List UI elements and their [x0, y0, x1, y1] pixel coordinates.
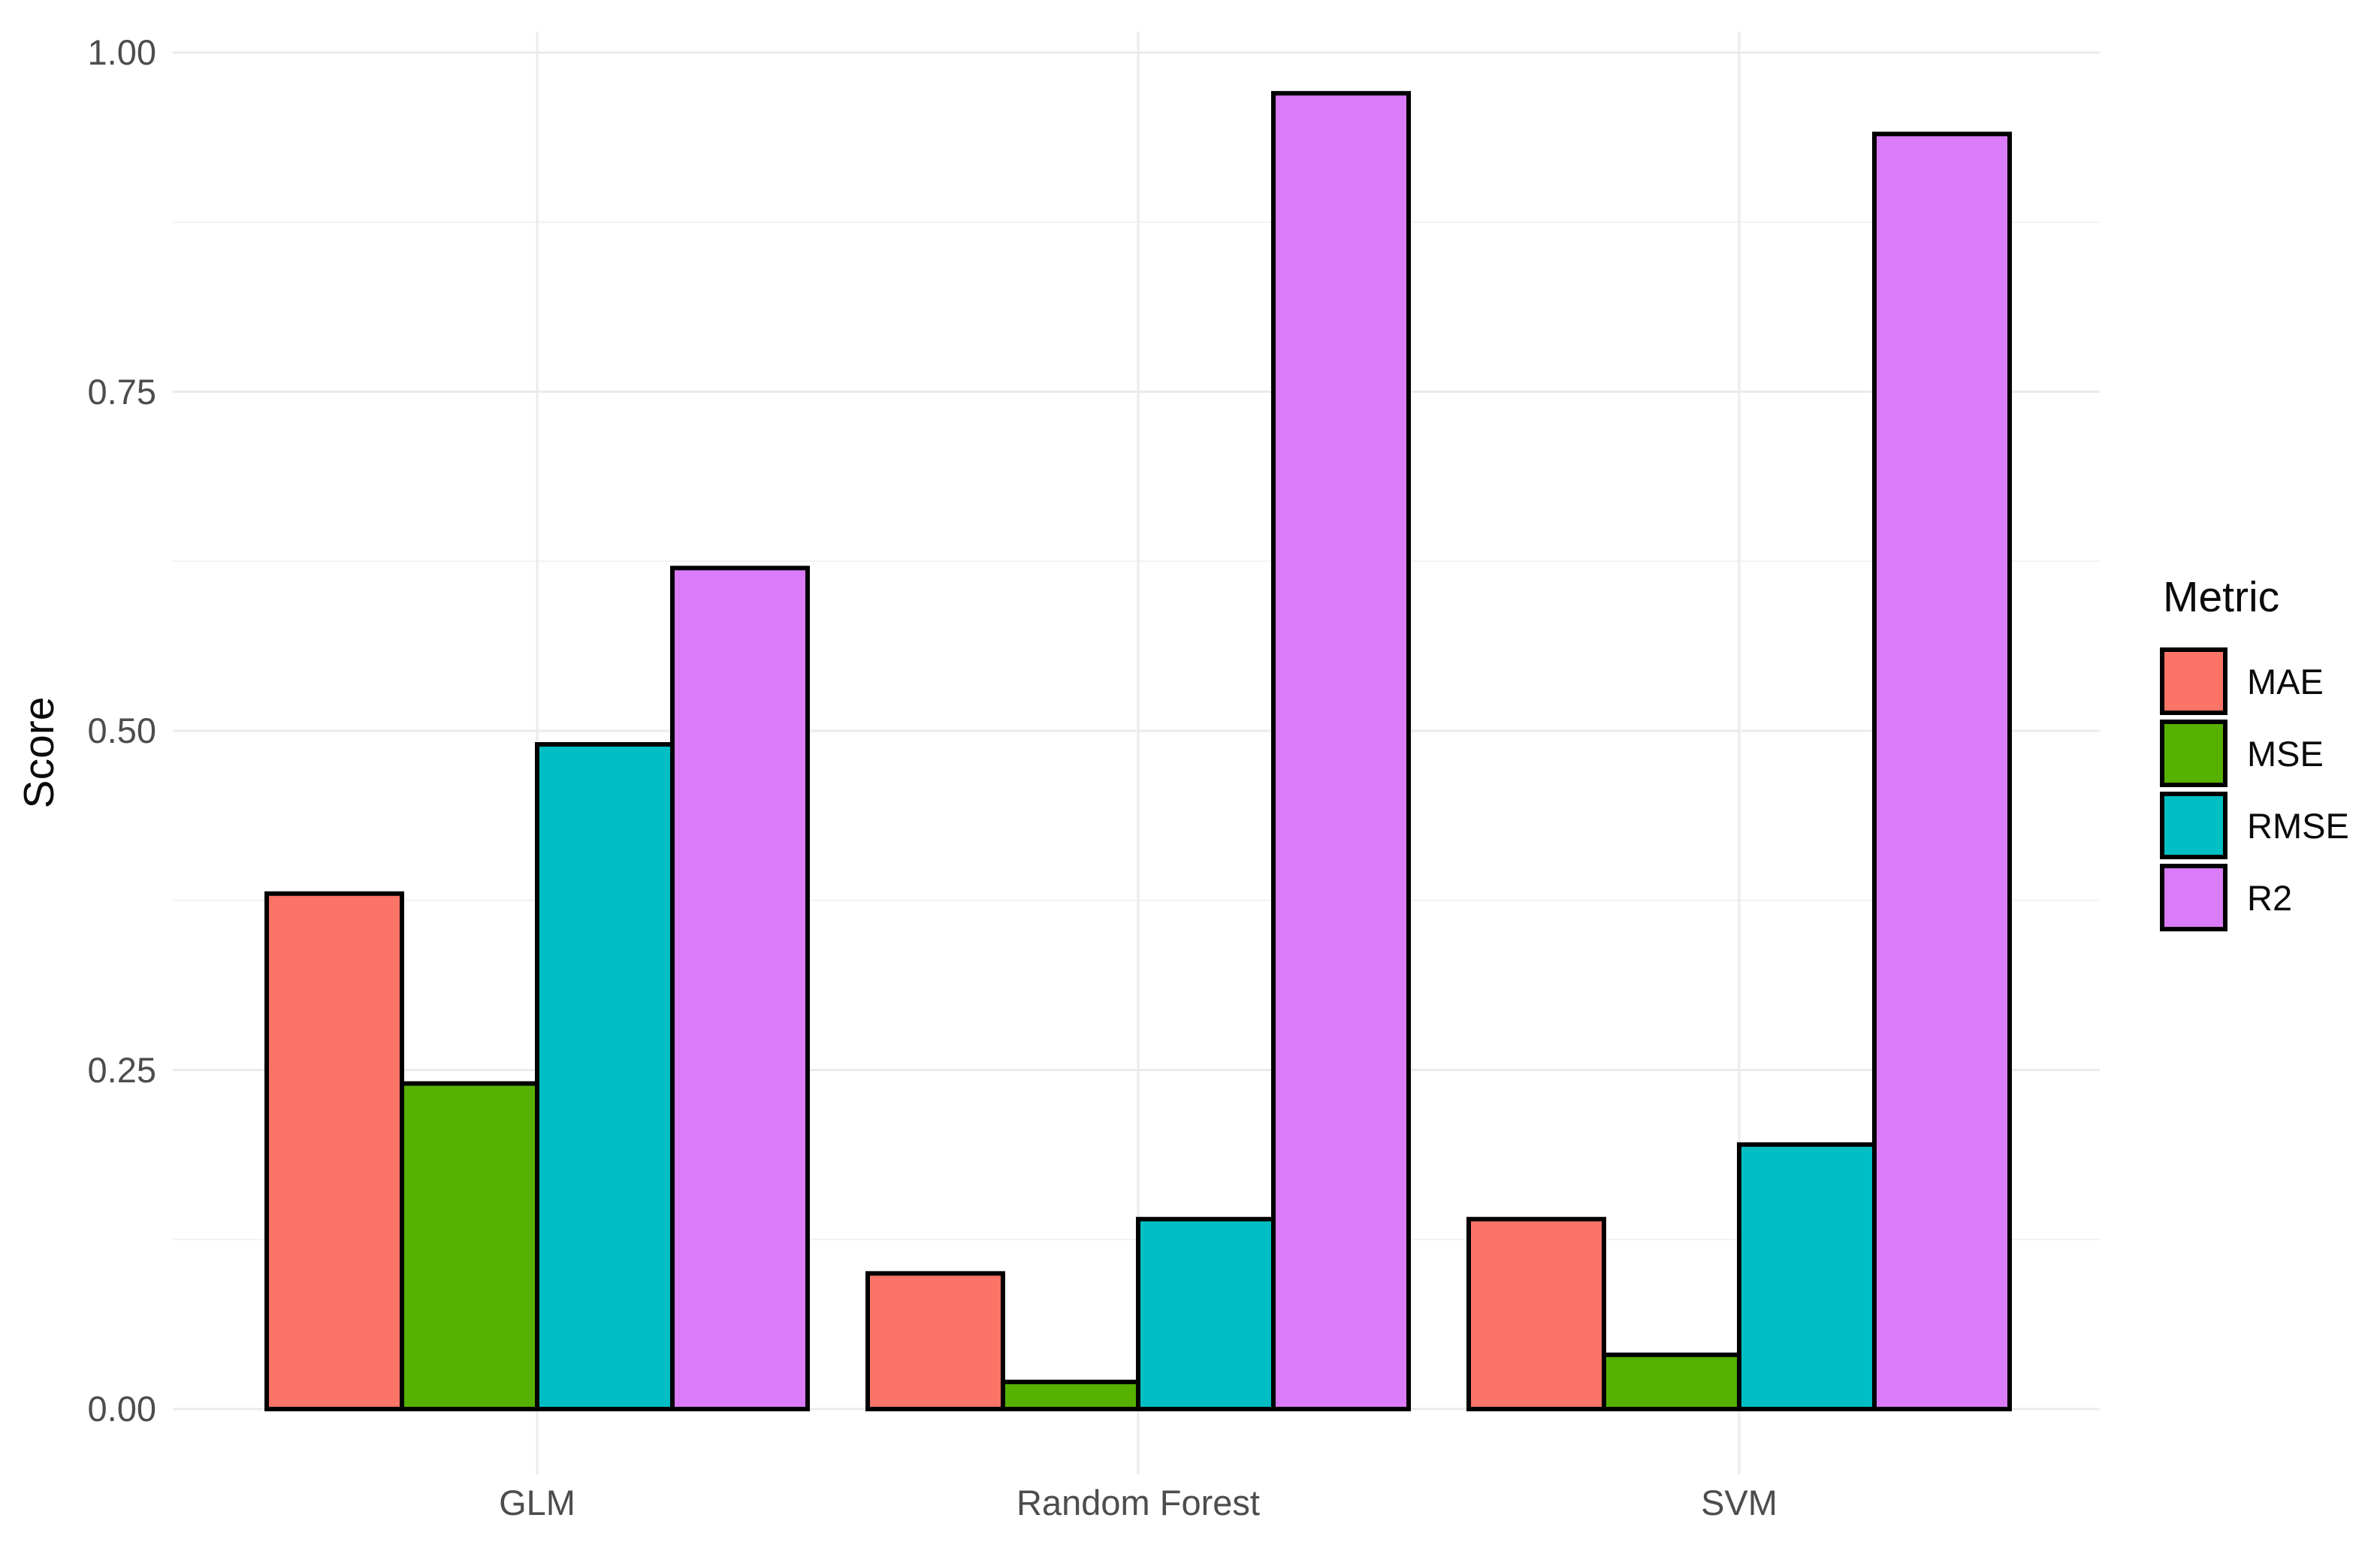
y-tick-label: 0.75 — [87, 371, 156, 412]
y-tick-label: 0.00 — [87, 1389, 156, 1429]
legend-key-swatch — [2160, 647, 2227, 715]
x-category-label: SVM — [1701, 1483, 1777, 1522]
legend-label: RMSE — [2247, 805, 2349, 846]
bar-random-forest-r2 — [1271, 91, 1411, 1411]
bar-glm-mae — [264, 891, 404, 1411]
bar-random-forest-mae — [865, 1271, 1005, 1412]
bar-random-forest-mse — [1001, 1379, 1140, 1412]
bar-svm-mse — [1602, 1352, 1741, 1412]
bar-svm-r2 — [1872, 131, 2012, 1412]
bar-random-forest-rmse — [1136, 1217, 1276, 1412]
y-axis-title: Score — [15, 696, 63, 809]
bar-glm-r2 — [670, 566, 810, 1411]
legend-item-mae: MAE — [2160, 647, 2349, 715]
legend-key-swatch — [2160, 720, 2227, 787]
x-category-label: Random Forest — [1016, 1483, 1260, 1522]
legend: Metric MAE MSE RMSE R2 — [2160, 572, 2349, 936]
bar-svm-mae — [1466, 1217, 1606, 1412]
legend-label: MSE — [2247, 733, 2324, 774]
bar-glm-rmse — [535, 742, 675, 1411]
legend-label: MAE — [2247, 661, 2324, 702]
legend-key-swatch — [2160, 864, 2227, 931]
bar-glm-mse — [400, 1081, 539, 1412]
legend-item-mse: MSE — [2160, 720, 2349, 787]
y-tick-label: 0.25 — [87, 1049, 156, 1090]
y-tick-label: 0.50 — [87, 711, 156, 750]
legend-items: MAE MSE RMSE R2 — [2160, 647, 2349, 931]
legend-item-rmse: RMSE — [2160, 792, 2349, 859]
y-tick-label: 1.00 — [87, 32, 156, 72]
x-category-label: GLM — [499, 1483, 575, 1522]
bar-svm-rmse — [1737, 1142, 1877, 1411]
legend-title: Metric — [2163, 573, 2280, 621]
legend-key-swatch — [2160, 792, 2227, 859]
legend-item-r2: R2 — [2160, 864, 2349, 931]
legend-label: R2 — [2247, 877, 2293, 918]
